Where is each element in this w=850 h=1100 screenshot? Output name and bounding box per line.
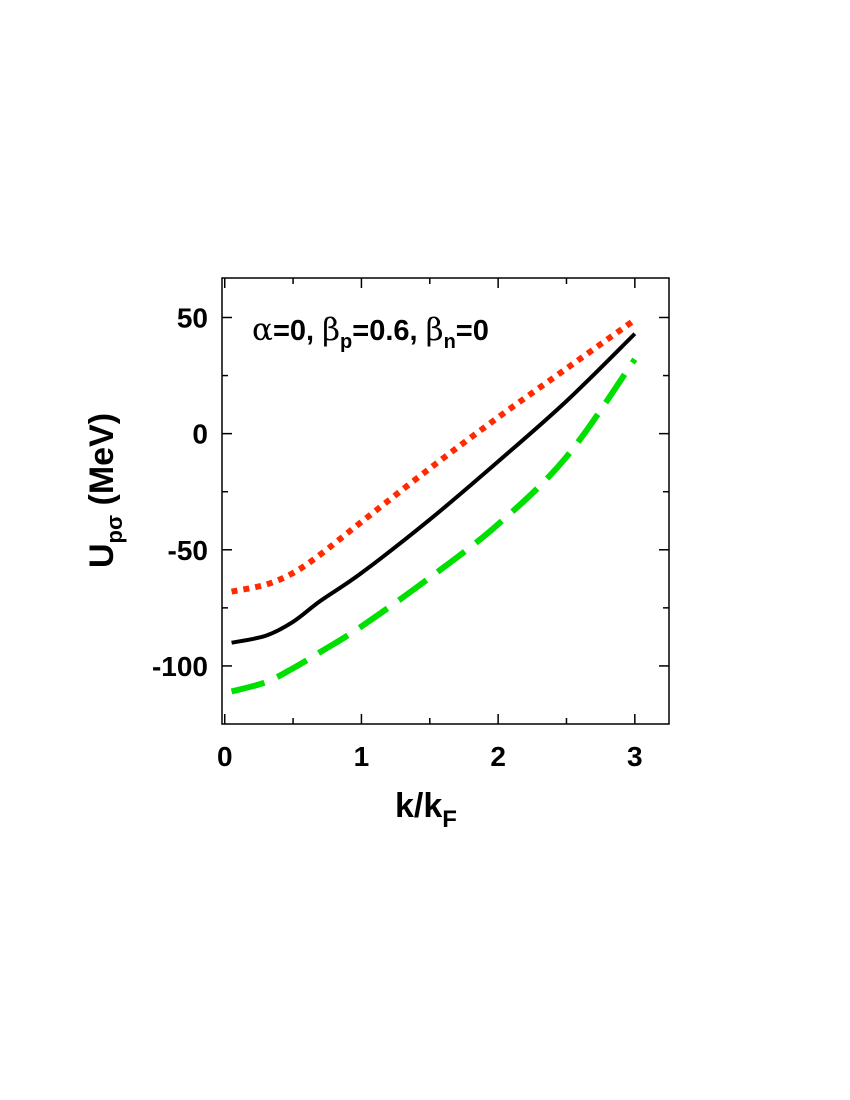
annotation-beta-n: β [426, 312, 444, 348]
series-line-solid [231, 332, 637, 645]
annotation-alpha: α [252, 312, 273, 348]
x-axis-title: k/kF [395, 787, 457, 833]
annotation-beta-p: β [322, 312, 340, 348]
x-tick-label: 0 [217, 741, 233, 772]
y-axis-title-sub: pσ [102, 515, 127, 544]
axis-ticks [222, 278, 669, 724]
y-tick-label: -50 [168, 535, 208, 566]
x-tick-label: 2 [490, 741, 506, 772]
y-axis-title-main: U [83, 543, 121, 568]
y-tick-label: 0 [192, 419, 208, 450]
x-axis-title-main: k/k [395, 787, 442, 825]
tick-labels: 0 1 2 3 -100 -50 0 50 [152, 302, 643, 772]
x-tick-label: 3 [627, 741, 643, 772]
x-tick-label: 1 [354, 741, 370, 772]
y-axis-title-unit: (MeV) [83, 413, 121, 515]
series-line-dashed [230, 357, 638, 695]
series-line-dotted [230, 317, 637, 595]
annotation-beta-n-sub: n [444, 331, 456, 353]
annotation-beta-p-sub: p [340, 331, 352, 353]
annotation-beta-n-value: =0 [456, 315, 489, 347]
plot-frame [221, 277, 670, 725]
chart-annotation: α=0, βp=0.6, βn=0 [252, 312, 489, 353]
x-axis-title-sub: F [442, 806, 457, 833]
y-tick-label: -100 [152, 651, 208, 682]
y-tick-label: 50 [177, 302, 208, 333]
y-axis-title: Upσ (MeV) [83, 413, 127, 568]
annotation-beta-p-value: =0.6, [352, 315, 425, 347]
annotation-alpha-value: =0, [273, 315, 322, 347]
series-group [230, 317, 638, 695]
